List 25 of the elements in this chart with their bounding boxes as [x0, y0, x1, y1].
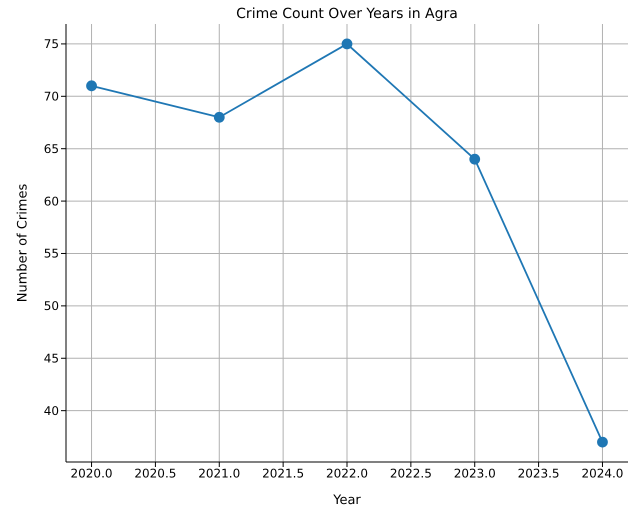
y-tick-label: 60 — [44, 194, 59, 208]
y-tick-label: 70 — [44, 90, 59, 104]
x-tick-label: 2021.0 — [198, 466, 240, 481]
y-tick-label: 50 — [44, 299, 59, 314]
y-axis-title: Number of Crimes — [16, 184, 31, 302]
chart-title: Crime Count Over Years in Agra — [235, 6, 459, 22]
point — [342, 38, 352, 50]
x-tick-label: 2021.5 — [262, 466, 304, 481]
point — [86, 80, 97, 92]
x-tick-label: 2023.5 — [518, 466, 560, 481]
point — [597, 436, 608, 448]
x-axis-title: Year — [332, 493, 362, 506]
x-tick-label: 2022.5 — [390, 466, 432, 481]
point — [214, 112, 225, 123]
x-tick-label: 2024.0 — [581, 466, 624, 481]
y-tick-label: 65 — [44, 142, 59, 156]
y-tick-label: 55 — [44, 246, 59, 261]
x-tick-label: 2023.0 — [454, 466, 496, 481]
y-tick-label: 40 — [44, 404, 59, 418]
x-tick-label: 2022.0 — [326, 466, 368, 481]
x-tick-label: 2020.0 — [70, 466, 113, 481]
y-tick-label: 45 — [44, 352, 59, 366]
x-tick-label: 2020.5 — [134, 466, 176, 481]
point — [469, 154, 480, 165]
y-tick-label: 75 — [44, 37, 59, 52]
